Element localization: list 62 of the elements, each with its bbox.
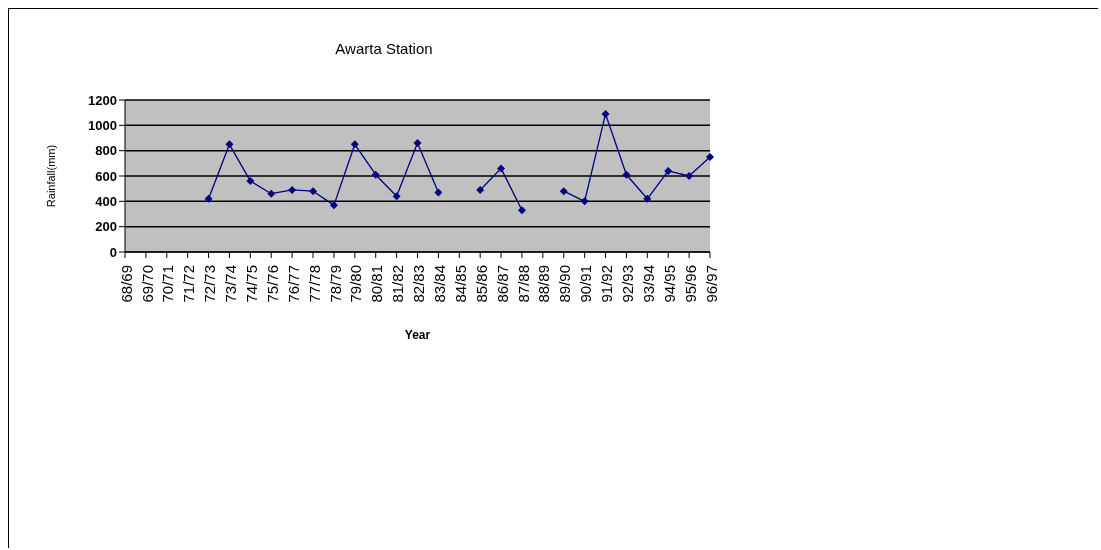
- point: [706, 153, 714, 161]
- x-tick-label: 70/71: [159, 265, 177, 303]
- x-tick-label: 69/70: [138, 265, 156, 303]
- x-tick-label: 78/79: [326, 265, 344, 303]
- x-tick-label: 75/76: [263, 265, 281, 303]
- point: [476, 185, 485, 194]
- x-tick-label: 93/94: [639, 265, 657, 303]
- y-tick-label: 800: [95, 143, 117, 159]
- x-tick-label: 87/88: [514, 265, 532, 303]
- x-tick-label: 89/90: [556, 265, 574, 303]
- x-tick-label: 68/69: [117, 265, 135, 303]
- point: [413, 139, 422, 148]
- x-tick-label: 88/89: [535, 265, 553, 303]
- y-tick-label: 1000: [88, 117, 117, 133]
- x-tick-label: 96/97: [702, 265, 720, 303]
- x-tick-label: 74/75: [243, 265, 261, 303]
- y-axis-title: Rainfall(mm): [44, 144, 57, 208]
- point: [392, 192, 401, 201]
- point: [622, 170, 631, 179]
- x-tick-label: 80/81: [368, 265, 386, 303]
- x-tick-label: 79/80: [347, 265, 365, 303]
- point: [685, 172, 694, 180]
- x-tick-label: 90/91: [577, 265, 595, 303]
- point: [329, 201, 338, 210]
- x-axis-title: Year: [404, 328, 431, 342]
- point: [559, 187, 568, 196]
- point: [497, 164, 506, 173]
- x-tick-label: 86/87: [493, 265, 511, 303]
- x-tick-label: 85/86: [472, 265, 490, 303]
- point: [434, 188, 443, 197]
- point: [601, 109, 610, 118]
- x-tick-label: 83/84: [431, 265, 449, 303]
- x-tick-label: 91/92: [598, 265, 616, 303]
- x-tick-label: 82/83: [410, 265, 428, 303]
- point: [517, 206, 526, 215]
- point: [643, 194, 652, 203]
- point: [309, 187, 318, 196]
- x-tick-label: 71/72: [180, 265, 198, 303]
- point: [246, 177, 255, 186]
- point: [204, 194, 213, 203]
- x-tick-label: 92/93: [619, 265, 637, 303]
- point: [350, 140, 359, 149]
- point: [267, 189, 276, 198]
- x-tick-label: 81/82: [389, 265, 407, 303]
- point: [288, 185, 297, 194]
- point: [225, 140, 234, 149]
- point: [664, 166, 673, 175]
- point: [580, 197, 589, 206]
- x-tick-label: 72/73: [201, 265, 219, 303]
- y-tick-label: 0: [109, 244, 117, 260]
- x-tick-label: 84/85: [451, 265, 469, 303]
- y-tick-label: 400: [95, 193, 117, 209]
- x-tick-label: 76/77: [284, 265, 302, 303]
- x-tick-label: 95/96: [681, 265, 699, 303]
- y-tick-label: 600: [95, 168, 117, 184]
- x-tick-label: 94/95: [660, 265, 678, 303]
- y-tick-label: 200: [95, 219, 117, 235]
- x-tick-label: 77/78: [305, 265, 323, 303]
- chart-title: Awarta Station: [334, 40, 434, 57]
- point: [371, 170, 380, 179]
- x-tick-label: 73/74: [222, 265, 240, 303]
- y-tick-label: 1200: [88, 92, 117, 108]
